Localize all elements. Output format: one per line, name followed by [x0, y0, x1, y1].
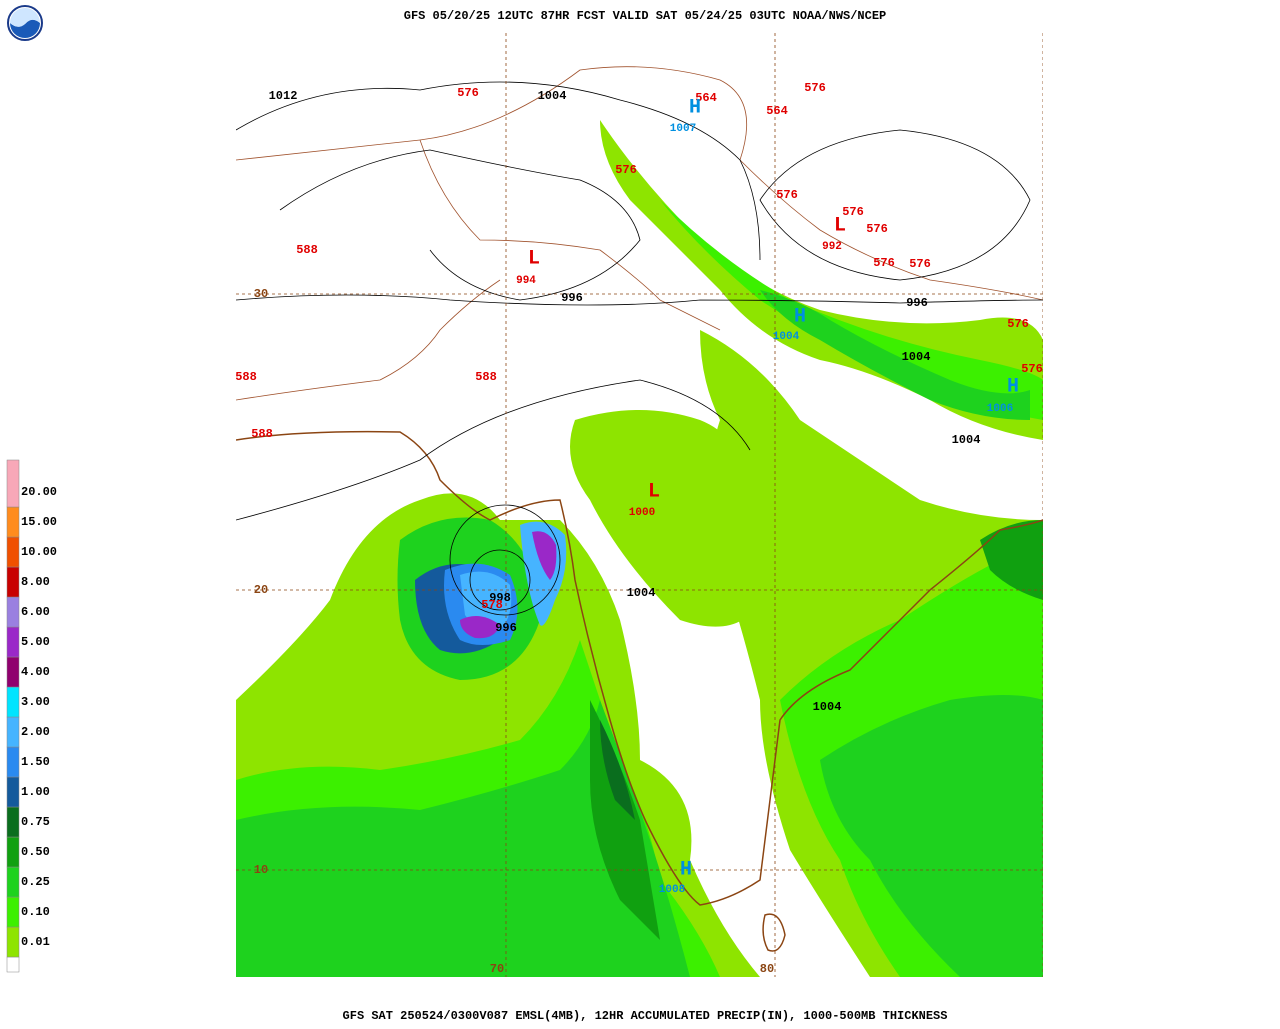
isobar-label: 998 — [489, 591, 511, 605]
thickness-label: 576 — [842, 205, 864, 219]
legend-label: 3.00 — [21, 695, 50, 709]
thickness-label: 576 — [909, 257, 931, 271]
low-pressure: 992 — [822, 241, 842, 253]
legend-swatch — [6, 866, 20, 898]
legend-label: 6.00 — [21, 605, 50, 619]
legend-label: 0.25 — [21, 875, 50, 889]
legend-label: 0.75 — [21, 815, 50, 829]
legend-swatch — [6, 506, 20, 538]
thickness-label: 576 — [1007, 317, 1029, 331]
borders — [236, 66, 1043, 401]
legend-swatch — [6, 716, 20, 748]
low-symbol: L — [528, 247, 540, 270]
thickness-label: 588 — [296, 243, 318, 257]
coastline — [236, 430, 1043, 952]
legend-swatch — [6, 566, 20, 598]
low-pressure: 1000 — [629, 507, 655, 519]
legend-label: 4.00 — [21, 665, 50, 679]
thickness-label: 588 — [475, 370, 497, 384]
isobar-label: 1004 — [538, 89, 567, 103]
low-symbol: L — [648, 480, 660, 503]
legend-swatch — [6, 806, 20, 838]
thickness-label: 576 — [866, 222, 888, 236]
isobar-label: 1004 — [952, 433, 981, 447]
thickness-label: 578 — [481, 598, 503, 612]
thickness-label: 576 — [1021, 362, 1043, 376]
legend-swatch — [6, 956, 20, 973]
precip-legend: 0.01 0.10 0.25 0.50 0.75 1.00 1.50 2.00 3.00 4.00… — [6, 459, 57, 973]
thickness-label: 564 — [766, 104, 788, 118]
thickness-label: 576 — [776, 188, 798, 202]
legend-swatch — [6, 896, 20, 928]
isobar-label: 1004 — [627, 586, 656, 600]
high-pressure: 1004 — [773, 331, 800, 343]
isobar-label: 996 — [906, 296, 928, 310]
high-symbol: H — [680, 858, 692, 881]
isobar-label: 996 — [561, 291, 583, 305]
thickness-label: 576 — [804, 81, 826, 95]
legend-label: 1.50 — [21, 755, 50, 769]
legend-label: 5.00 — [21, 635, 50, 649]
isobar-label: 1004 — [813, 700, 842, 714]
isobar-label: 1004 — [902, 350, 931, 364]
high-symbol: H — [1007, 375, 1019, 398]
precip-shading — [236, 120, 1043, 977]
thickness-label: 576 — [873, 256, 895, 270]
isobar-lines — [236, 81, 1043, 616]
legend-swatch — [6, 686, 20, 718]
legend-label: 0.10 — [21, 905, 50, 919]
isobar-label: 1012 — [269, 89, 298, 103]
legend-swatch — [6, 459, 20, 508]
legend-label: 0.01 — [21, 935, 50, 949]
map-title: GFS 05/20/25 12UTC 87HR FCST VALID SAT 0… — [404, 9, 886, 23]
legend-label: 20.00 — [21, 485, 57, 499]
legend-swatch — [6, 836, 20, 868]
legend-label: 10.00 — [21, 545, 57, 559]
high-symbol: H — [689, 96, 701, 119]
legend-swatch — [6, 536, 20, 568]
legend-swatch — [6, 596, 20, 628]
high-pressure: 1006 — [987, 403, 1013, 415]
legend-swatch — [6, 626, 20, 658]
lat-lon-grid — [236, 33, 1043, 977]
legend-label: 2.00 — [21, 725, 50, 739]
map-area: 30 20 10 70 80 1012 1004 996 996 1004 1004 1004 1004… — [235, 33, 1043, 977]
noaa-logo — [7, 5, 43, 41]
legend-swatch — [6, 776, 20, 808]
legend-label: 8.00 — [21, 575, 50, 589]
thickness-label: 576 — [615, 163, 637, 177]
legend-label: 1.00 — [21, 785, 50, 799]
legend-label: 0.50 — [21, 845, 50, 859]
grid-label: 30 — [254, 287, 268, 301]
thickness-label: 588 — [251, 427, 273, 441]
thickness-label: 588 — [235, 370, 257, 384]
high-pressure: 1007 — [670, 123, 696, 135]
thickness-label: 576 — [457, 86, 479, 100]
legend-swatch — [6, 746, 20, 778]
grid-label: 70 — [490, 962, 504, 976]
grid-label: 80 — [760, 962, 774, 976]
grid-label: 10 — [254, 863, 268, 877]
low-symbol: L — [834, 214, 846, 237]
low-pressure: 994 — [516, 275, 536, 287]
map-caption: GFS SAT 250524/0300V087 EMSL(4MB), 12HR … — [343, 1009, 948, 1023]
legend-label: 15.00 — [21, 515, 57, 529]
isobar-label: 996 — [495, 621, 517, 635]
legend-swatch — [6, 656, 20, 688]
high-symbol: H — [794, 305, 806, 328]
high-pressure: 1008 — [659, 884, 686, 896]
grid-label: 20 — [254, 583, 268, 597]
thickness-label: 564 — [695, 91, 717, 105]
legend-swatch — [6, 926, 20, 958]
